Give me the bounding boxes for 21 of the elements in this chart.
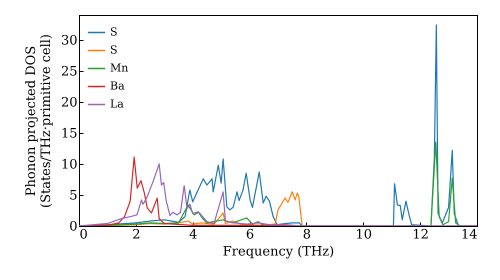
legend-label: La <box>110 98 124 110</box>
x-tick-label: 14 <box>460 228 478 242</box>
x-tick-label: 2 <box>132 228 140 242</box>
y-tick-label: 15 <box>60 126 78 142</box>
y-tick-label: 10 <box>60 157 78 172</box>
y-tick-label: 30 <box>60 33 78 48</box>
y-tick-label: 20 <box>60 95 78 110</box>
y-axis-title: Phonon projected DOS (States/THz·primitive cell) <box>24 34 54 208</box>
x-tick-label: 4 <box>189 228 198 242</box>
x-tick-label: 12 <box>412 228 429 242</box>
x-tick-label: 0 <box>80 228 88 242</box>
x-axis-title: Frequency (THz) <box>222 244 334 260</box>
legend-label: Ba <box>110 80 126 92</box>
x-tick-label: 10 <box>356 228 372 242</box>
y-tick-label: 25 <box>60 64 78 80</box>
legend-label: Mn <box>110 62 128 74</box>
legend-label: S <box>110 44 118 56</box>
x-tick-label: 6 <box>246 228 254 242</box>
legend-label: S <box>110 26 118 38</box>
y-tick-label: 5 <box>69 188 78 204</box>
x-tick-label: 8 <box>302 228 312 242</box>
